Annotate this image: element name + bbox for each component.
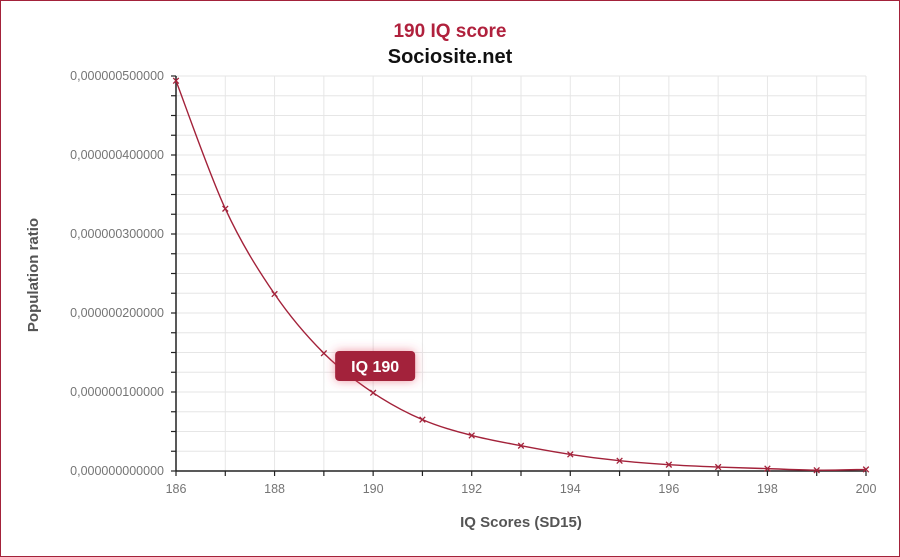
x-tick-label: 198 xyxy=(757,482,778,496)
marker-stroke xyxy=(813,466,820,474)
y-tick-label: 0,000000100000 xyxy=(70,385,164,399)
data-point-marker xyxy=(714,463,722,471)
chart-title: 190 IQ score xyxy=(393,21,506,42)
x-tick-label: 194 xyxy=(560,482,581,496)
grid xyxy=(176,75,867,471)
marker-stroke xyxy=(517,442,525,449)
data-point-marker xyxy=(419,416,426,423)
marker-stroke xyxy=(172,77,180,84)
marker-stroke xyxy=(222,205,229,212)
marker-stroke xyxy=(567,451,574,458)
marker-stroke xyxy=(764,465,771,472)
marker-stroke xyxy=(714,463,722,471)
data-point-marker xyxy=(369,389,377,397)
x-tick-label: 196 xyxy=(658,482,679,496)
data-point-marker xyxy=(616,457,623,464)
marker-stroke xyxy=(862,466,870,473)
highlight: IQ 190 xyxy=(182,350,416,471)
data-point-marker xyxy=(468,432,475,439)
highlight-badge-label: IQ 190 xyxy=(351,359,399,376)
marker-stroke xyxy=(271,290,278,298)
data-point-marker xyxy=(665,461,673,468)
data-point-marker xyxy=(320,350,328,357)
x-tick-label: 188 xyxy=(264,482,285,496)
y-tick-label: 0,000000400000 xyxy=(70,148,164,162)
axes xyxy=(171,75,867,476)
y-axis-title: Population ratio xyxy=(25,218,42,332)
y-tick-label: 0,000000200000 xyxy=(70,306,164,320)
y-tick-label: 0,000000300000 xyxy=(70,227,164,241)
x-axis-title: IQ Scores (SD15) xyxy=(460,514,582,531)
series-line xyxy=(175,80,867,471)
series xyxy=(172,77,870,474)
marker-stroke xyxy=(468,432,475,439)
data-point-marker xyxy=(862,466,870,473)
tick-labels: 0,000000000000 0,000000100000 0,0000002000… xyxy=(70,69,876,496)
x-tick-label: 200 xyxy=(856,482,877,496)
data-point-marker xyxy=(517,442,525,449)
marker-stroke xyxy=(616,457,623,464)
highlight-badge xyxy=(335,350,416,381)
data-point-marker xyxy=(567,451,574,458)
chart-subtitle: Sociosite.net xyxy=(388,46,513,68)
x-tick-label: 190 xyxy=(363,482,384,496)
data-point-marker xyxy=(172,77,180,84)
data-point-marker xyxy=(222,205,229,212)
data-point-marker xyxy=(813,466,820,474)
data-point-marker xyxy=(764,465,771,472)
marker-stroke xyxy=(369,389,377,397)
y-tick-label: 0,000000000000 xyxy=(70,464,164,478)
marker-stroke xyxy=(665,461,673,468)
marker-stroke xyxy=(419,416,426,423)
marker-stroke xyxy=(320,350,328,357)
x-tick-label: 186 xyxy=(166,482,187,496)
y-tick-label: 0,000000500000 xyxy=(70,69,164,83)
data-point-marker xyxy=(271,290,278,298)
x-tick-label: 192 xyxy=(461,482,482,496)
